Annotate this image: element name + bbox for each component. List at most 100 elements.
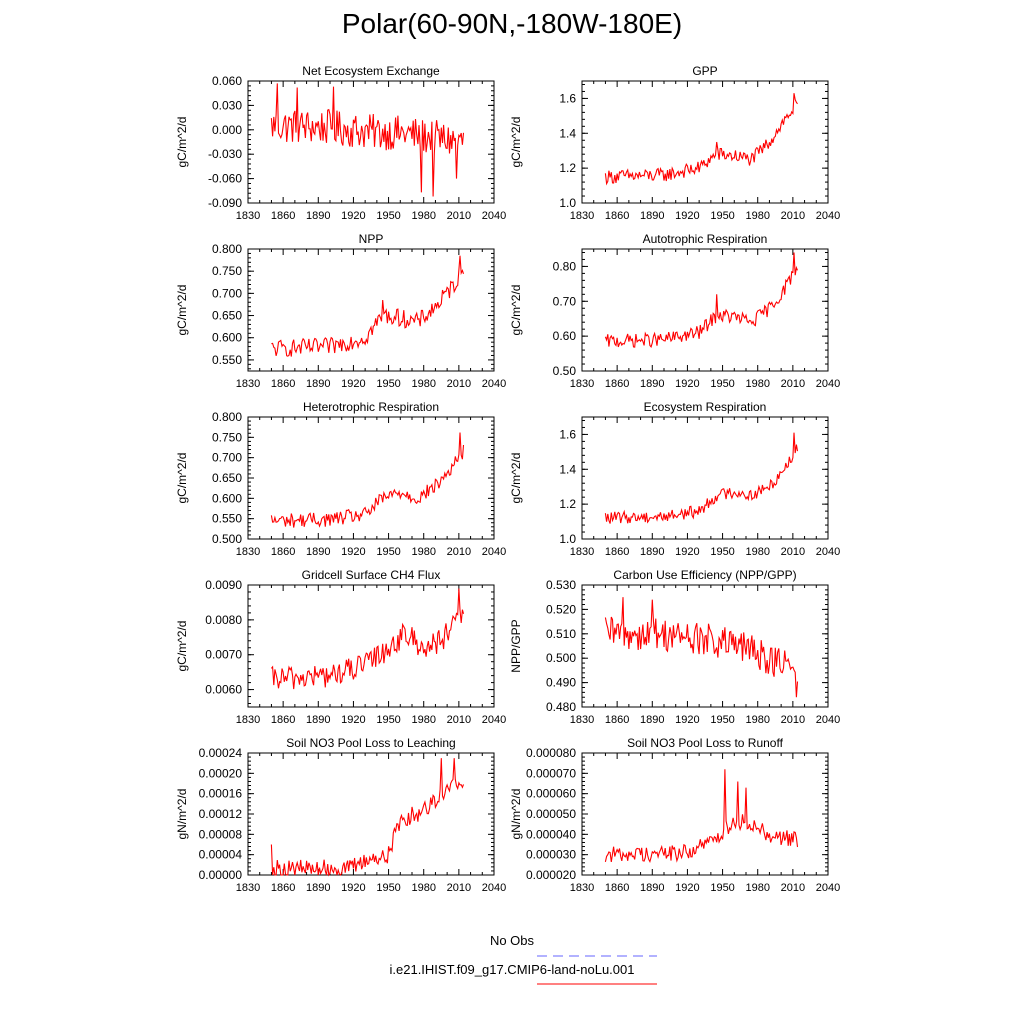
series-line	[270, 83, 465, 197]
y-tick-label: 0.030	[212, 98, 242, 112]
y-tick-label: 0.00008	[199, 827, 243, 841]
x-tick-label: 1860	[271, 210, 295, 222]
x-tick-label: 2010	[447, 378, 471, 390]
chart-panel-1: Net Ecosystem Exchange 1830 1860 1890 1920 19…	[175, 64, 506, 222]
x-tick-label: 1860	[271, 378, 295, 390]
x-tick-label: 2010	[447, 882, 471, 894]
y-tick-label: -0.060	[208, 172, 242, 186]
series-line	[270, 432, 465, 528]
legend-label-model-run: i.e21.IHIST.f09_g17.CMIP6-land-noLu.001	[389, 962, 635, 977]
x-tick-label: 1830	[570, 882, 594, 894]
x-tick-label: 1950	[376, 714, 400, 726]
x-tick-label: 1980	[745, 378, 769, 390]
y-tick-label: 0.500	[212, 532, 242, 546]
chart-panel-9: Soil NO3 Pool Loss to Leaching 1830 1860 18…	[175, 736, 506, 894]
y-axis-label: gC/m^2/d	[175, 285, 189, 336]
x-tick-label: 1920	[341, 882, 365, 894]
x-tick-label: 2010	[447, 546, 471, 558]
plot-frame	[581, 416, 829, 540]
x-tick-label: 2010	[447, 714, 471, 726]
plot-frame	[581, 248, 829, 372]
y-tick-label: 1.0	[559, 196, 576, 210]
y-tick-label: 1.2	[559, 161, 576, 175]
x-tick-label: 1890	[640, 210, 664, 222]
x-tick-label: 1950	[376, 378, 400, 390]
y-tick-label: 1.6	[559, 91, 576, 105]
y-tick-label: 0.70	[553, 294, 577, 308]
x-tick-label: 1830	[236, 210, 260, 222]
y-tick-label: 1.2	[559, 497, 576, 511]
series-line	[604, 432, 799, 524]
y-tick-label: 0.550	[212, 512, 242, 526]
x-tick-label: 1860	[271, 882, 295, 894]
x-tick-label: 1920	[675, 378, 699, 390]
y-tick-label: 0.00016	[199, 787, 243, 801]
y-tick-label: 0.700	[212, 451, 242, 465]
x-tick-label: 1860	[605, 546, 629, 558]
y-tick-label: 0.530	[546, 578, 576, 592]
x-tick-label: 2040	[482, 882, 506, 894]
y-tick-label: 0.80	[553, 259, 577, 273]
x-tick-label: 1830	[570, 546, 594, 558]
x-tick-label: 2040	[816, 882, 840, 894]
x-tick-label: 2040	[816, 714, 840, 726]
x-tick-label: 2010	[447, 210, 471, 222]
x-tick-label: 1890	[640, 546, 664, 558]
x-tick-label: 2010	[781, 378, 805, 390]
chart-title: NPP	[359, 232, 384, 246]
y-tick-label: 0.490	[546, 676, 576, 690]
x-tick-label: 1980	[745, 714, 769, 726]
x-tick-label: 2040	[482, 546, 506, 558]
y-tick-label: 0.60	[553, 329, 577, 343]
series-line	[271, 255, 465, 357]
y-axis-label: gN/m^2/d	[175, 789, 189, 840]
x-tick-label: 1950	[710, 546, 734, 558]
series-line	[604, 252, 799, 349]
series-line	[604, 597, 799, 698]
x-tick-label: 1830	[236, 882, 260, 894]
y-tick-label: 0.50	[553, 364, 577, 378]
y-tick-label: 0.0060	[205, 683, 242, 697]
y-tick-label: 1.6	[559, 427, 576, 441]
y-tick-label: 1.0	[559, 532, 576, 546]
y-tick-label: -0.030	[208, 147, 242, 161]
y-axis-label: gN/m^2/d	[509, 789, 523, 840]
y-axis-label: gC/m^2/d	[509, 285, 523, 336]
x-tick-label: 1980	[745, 882, 769, 894]
x-tick-label: 2040	[482, 714, 506, 726]
x-tick-label: 1950	[710, 378, 734, 390]
chart-panel-7: Gridcell Surface CH4 Flux 1830 1860 1890 192…	[175, 568, 506, 726]
chart-panel-6: Ecosystem Respiration 1830 1860 1890 1920 195…	[509, 400, 840, 558]
y-tick-label: 0.800	[212, 242, 242, 256]
x-tick-label: 1890	[306, 546, 330, 558]
chart-title: Soil NO3 Pool Loss to Leaching	[286, 736, 455, 750]
y-axis-label: gC/m^2/d	[509, 453, 523, 504]
chart-panel-3: NPP 1830 1860 1890 1920 1950 1980 2010 2040 0.550…	[175, 232, 506, 390]
chart-title: Soil NO3 Pool Loss to Runoff	[627, 736, 784, 750]
x-tick-label: 1980	[411, 714, 435, 726]
series-line	[270, 588, 465, 690]
y-axis-label: gC/m^2/d	[175, 453, 189, 504]
x-tick-label: 1860	[271, 546, 295, 558]
y-tick-label: 0.750	[212, 430, 242, 444]
y-tick-label: 0.000060	[526, 787, 576, 801]
y-tick-label: 0.00004	[199, 848, 243, 862]
legend-label-no-obs: No Obs	[489, 933, 535, 948]
legend	[537, 955, 657, 985]
x-tick-label: 2040	[816, 546, 840, 558]
y-tick-label: 0.000080	[526, 746, 576, 760]
x-tick-label: 1890	[640, 714, 664, 726]
x-tick-label: 1950	[376, 546, 400, 558]
y-tick-label: 1.4	[559, 462, 576, 476]
y-tick-label: 0.00024	[199, 746, 243, 760]
y-tick-label: 0.000050	[526, 807, 576, 821]
chart-title: Gridcell Surface CH4 Flux	[302, 568, 441, 582]
x-tick-label: 1830	[236, 714, 260, 726]
plot-frame	[247, 248, 495, 372]
plot-frame	[247, 80, 495, 204]
x-tick-label: 2040	[482, 378, 506, 390]
chart-panel-8: Carbon Use Efficiency (NPP/GPP) 1830 1860 1…	[509, 568, 840, 726]
y-tick-label: 0.510	[546, 627, 576, 641]
x-tick-label: 1950	[376, 882, 400, 894]
